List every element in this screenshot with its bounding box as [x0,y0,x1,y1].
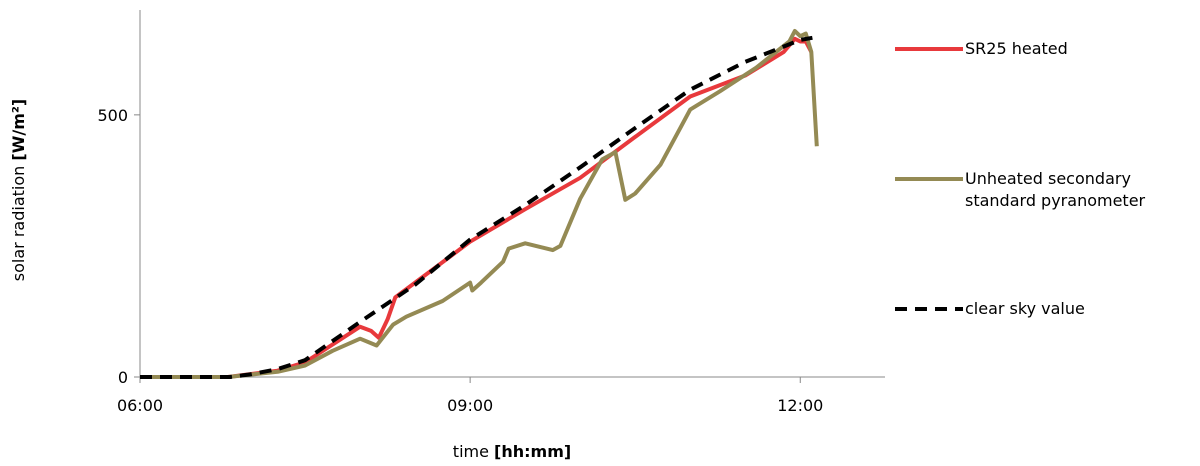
legend-label: clear sky value [965,299,1085,318]
x-axis-label: time [hh:mm] [453,442,571,461]
x-label-unit: [hh:mm] [494,442,571,461]
line-series [140,35,813,379]
y-label-unit: [W/m²] [9,99,28,161]
legend-swatch [895,307,963,311]
legend-swatch [895,47,963,51]
legend-item: clear sky value [893,298,1190,320]
legend-swatch [895,177,963,181]
x-tick-label: 09:00 [447,396,493,415]
legend-label: Unheated secondary standard pyranometer [965,169,1146,210]
legend-item: SR25 heated [893,38,1190,60]
y-label-text: solar radiation [9,166,28,281]
legend-label: SR25 heated [965,39,1068,58]
x-tick-label: 06:00 [117,396,163,415]
y-axis-label: solar radiation [W/m²] [9,99,28,281]
x-label-text: time [453,442,489,461]
legend-item: Unheated secondary standard pyranometer [893,168,1190,212]
line-series [140,29,819,379]
y-tick-label: 0 [118,368,128,387]
y-tick-label: 500 [97,106,128,125]
x-tick-label: 12:00 [777,396,823,415]
line-series [140,36,814,379]
